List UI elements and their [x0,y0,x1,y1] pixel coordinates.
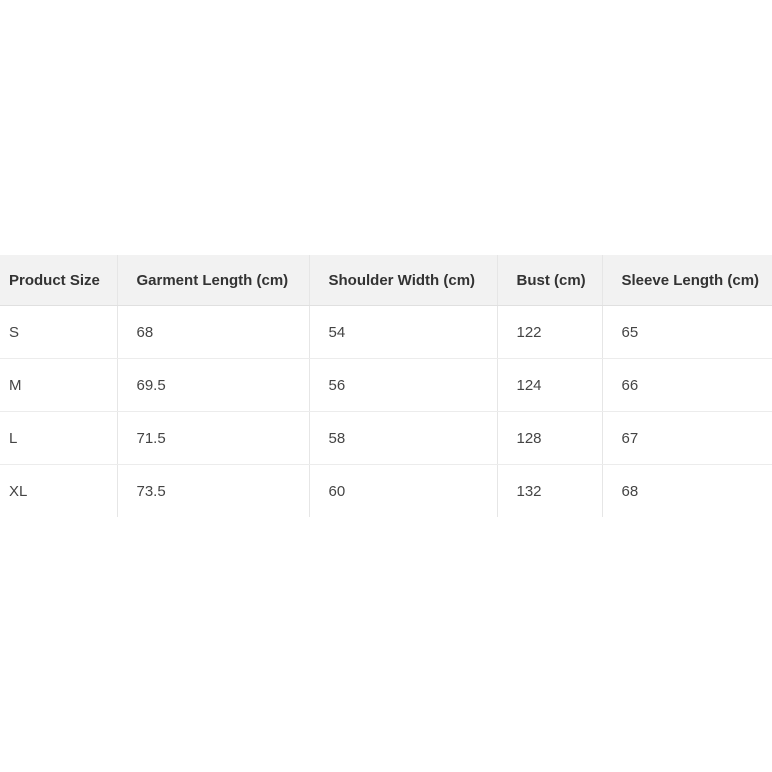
size-chart-table: Product Size Garment Length (cm) Shoulder … [0,255,772,517]
table-cell: 132 [497,464,603,517]
column-header: Product Size [0,255,118,306]
table-cell: 69.5 [117,358,310,412]
table-row: L 71.5 58 128 67 [0,411,772,465]
table-cell: 73.5 [117,464,310,517]
table-cell: 122 [497,305,603,359]
column-header: Sleeve Length (cm) [602,255,772,306]
table-cell: XL [0,464,118,517]
table-cell: 71.5 [117,411,310,465]
table-cell: 67 [602,411,772,465]
column-header: Shoulder Width (cm) [309,255,498,306]
table-cell: 54 [309,305,498,359]
table-cell: M [0,358,118,412]
table-cell: 128 [497,411,603,465]
header-row: Product Size Garment Length (cm) Shoulder … [0,255,772,306]
table-row: XL 73.5 60 132 68 [0,464,772,517]
column-header: Bust (cm) [497,255,603,306]
table-cell: L [0,411,118,465]
table-row: M 69.5 56 124 66 [0,358,772,412]
table-cell: 68 [621,482,639,500]
table-cell: 56 [309,358,498,412]
table-cell: S [0,305,118,359]
table-cell: 60 [309,464,498,517]
table-cell: 65 [602,305,772,359]
table-cell: 68 [117,305,310,359]
table-cell: 66 [602,358,772,412]
table-cell: 124 [497,358,603,412]
table-cell: 58 [309,411,498,465]
column-header: Garment Length (cm) [117,255,310,306]
table-row: S 68 54 122 65 [0,305,772,359]
